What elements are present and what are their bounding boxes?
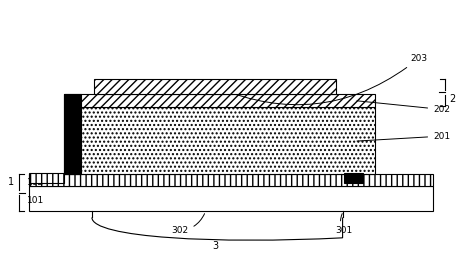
Text: 101: 101 bbox=[27, 196, 44, 205]
Bar bbox=[29, 173, 64, 183]
Text: 201: 201 bbox=[357, 132, 450, 141]
Text: 102: 102 bbox=[27, 178, 44, 187]
Bar bbox=[64, 94, 375, 107]
Bar bbox=[64, 94, 81, 174]
Bar bbox=[64, 107, 375, 174]
Text: 202: 202 bbox=[357, 101, 450, 114]
Text: 301: 301 bbox=[335, 214, 352, 235]
Text: 1: 1 bbox=[8, 177, 14, 187]
Text: 2: 2 bbox=[449, 94, 456, 104]
Bar bbox=[29, 174, 433, 186]
Bar bbox=[94, 79, 336, 94]
Text: 302: 302 bbox=[171, 214, 205, 235]
Text: 203: 203 bbox=[218, 54, 427, 105]
Text: 3: 3 bbox=[212, 241, 218, 251]
Bar bbox=[344, 173, 363, 183]
Bar bbox=[29, 186, 433, 211]
